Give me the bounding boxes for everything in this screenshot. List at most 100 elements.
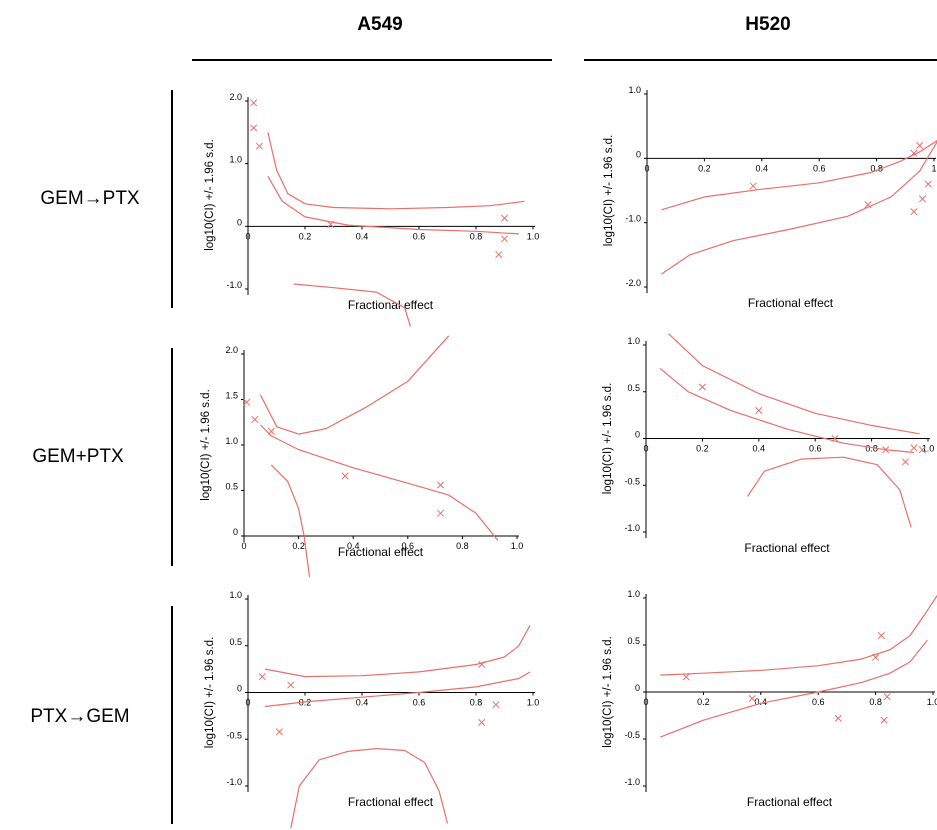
x-tick-label: 1 xyxy=(931,163,936,173)
ci-curve xyxy=(293,283,411,327)
y-tick-label: -1.0 xyxy=(624,777,640,787)
curve-group xyxy=(243,335,499,578)
ci-curve xyxy=(668,333,920,435)
ci-curve xyxy=(259,424,499,541)
y-tick-label: -0.5 xyxy=(624,476,640,486)
chart-h520-ptx-then-gem: -1.0 -0.5 0 0.5 1.0 0 0.2 0.4 0.6 0.8 1.0 Fractiona… xyxy=(602,589,937,809)
x-tick-label: 0.8 xyxy=(869,697,882,707)
x-tick-label: 0.2 xyxy=(698,163,711,173)
data-point xyxy=(910,208,918,216)
x-tick-label: 1.0 xyxy=(927,697,937,707)
y-tick-label: 1.0 xyxy=(627,589,640,599)
x-tick-label: 0.4 xyxy=(356,231,369,241)
column-title-a549: A549 xyxy=(357,14,403,35)
y-tick-label: 0 xyxy=(635,683,640,693)
data-point xyxy=(250,124,258,132)
y-tick-label: -1.0 xyxy=(624,523,640,533)
y-tick-label: 0.5 xyxy=(627,383,640,393)
data-point xyxy=(437,481,445,489)
data-point xyxy=(872,653,880,661)
x-tick-label: 0.6 xyxy=(813,163,826,173)
x-tick-label: 0.4 xyxy=(755,697,768,707)
chart-h520-gem-then-ptx: -2.0 -1.0 0 1.0 0 0.2 0.4 0.6 0.8 1 Fractional eff… xyxy=(603,85,937,310)
y-axis-label: log10(CI) +/- 1.96 s.d. xyxy=(603,135,615,247)
y-tick-label: 0.5 xyxy=(225,482,238,492)
data-point xyxy=(251,415,259,424)
y-tick-label: 1.0 xyxy=(225,436,238,446)
data-point xyxy=(250,99,258,107)
data-point xyxy=(880,716,888,724)
y-tick-label: 0 xyxy=(635,430,640,440)
x-tick-label: 0.4 xyxy=(347,541,360,551)
data-point xyxy=(748,695,756,703)
data-point xyxy=(883,693,891,701)
data-point xyxy=(492,701,500,709)
y-tick-label: -2.0 xyxy=(625,278,641,288)
x-axis-label: Fractional effect xyxy=(338,545,424,559)
x-tick-label: 0.8 xyxy=(865,444,878,454)
data-point xyxy=(749,182,757,190)
x-tick-label: 0.2 xyxy=(292,541,305,551)
data-point xyxy=(287,681,295,689)
row-label-gem-plus-ptx: GEM+PTX xyxy=(32,446,124,467)
x-tick-label: 0.6 xyxy=(413,231,426,241)
curve-group xyxy=(661,140,937,275)
x-tick-label: 1.0 xyxy=(527,698,540,708)
y-tick-label: 0 xyxy=(636,149,641,159)
curve-group xyxy=(258,624,531,829)
data-point xyxy=(495,250,503,259)
y-tick-label: 0.5 xyxy=(627,636,640,646)
ci-curve xyxy=(270,464,311,578)
chart-h520-gem-plus-ptx: -1.0 -0.5 0 0.5 1.0 0 0.2 0.4 0.6 0.8 1.0 Fractiona… xyxy=(602,333,935,555)
ci-curve xyxy=(660,594,937,676)
x-tick-label: 0 xyxy=(643,444,648,454)
ci-curve xyxy=(267,175,519,235)
x-tick-label: 0.4 xyxy=(756,163,769,173)
row-rule-gem-then-ptx xyxy=(171,90,173,308)
data-point xyxy=(916,141,924,150)
x-tick-label: 0.6 xyxy=(402,541,415,551)
data-point xyxy=(437,509,445,517)
data-point xyxy=(882,446,890,454)
data-point xyxy=(918,446,926,454)
x-tick-label: 0.6 xyxy=(812,697,825,707)
x-tick-label: 1.0 xyxy=(511,541,524,551)
curve-group xyxy=(659,333,926,528)
x-tick-label: 0.4 xyxy=(356,698,369,708)
x-tick-label: 0.2 xyxy=(696,444,709,454)
x-tick-label: 0.2 xyxy=(299,231,312,241)
data-point xyxy=(910,444,918,452)
chart-a549-ptx-then-gem: -1.0-0.500.51.00 0.2 0.4 0.6 0.8 1.0Fractiona… xyxy=(204,590,540,829)
y-tick-label: -1.0 xyxy=(625,214,641,224)
x-tick-label: 0 xyxy=(241,541,246,551)
curve-group xyxy=(250,99,525,327)
row-label-gem-then-ptx: GEM→PTX xyxy=(40,188,140,209)
x-tick-label: 0.2 xyxy=(697,697,710,707)
data-point xyxy=(478,718,486,726)
data-point xyxy=(924,180,932,188)
y-axis-label: log10(CI) +/- 1.96 s.d. xyxy=(602,383,614,495)
ci-curve xyxy=(747,456,912,528)
y-tick-label: 0 xyxy=(237,684,242,694)
x-tick-label: 0 xyxy=(644,163,649,173)
y-tick-label: -1.0 xyxy=(226,280,242,290)
x-tick-label: 0.8 xyxy=(470,698,483,708)
data-point xyxy=(864,201,872,209)
data-point xyxy=(910,149,918,157)
data-point xyxy=(834,714,842,722)
data-point xyxy=(267,427,275,435)
data-point xyxy=(682,673,690,681)
x-tick-label: 0.6 xyxy=(809,444,822,454)
data-point xyxy=(478,660,486,669)
ci-curve xyxy=(290,748,449,829)
y-axis-label: log10(CI) +/- 1.96 s.d. xyxy=(204,139,216,251)
x-axis-label: Fractional effect xyxy=(348,795,434,809)
x-tick-label: 1.0 xyxy=(922,444,935,454)
x-tick-label: 0 xyxy=(643,697,648,707)
x-tick-label: 0 xyxy=(245,698,250,708)
y-tick-label: 1.5 xyxy=(225,391,238,401)
ci-curve xyxy=(264,624,531,678)
data-point xyxy=(500,235,509,243)
y-axis-label: log10(CI) +/- 1.96 s.d. xyxy=(204,637,216,749)
